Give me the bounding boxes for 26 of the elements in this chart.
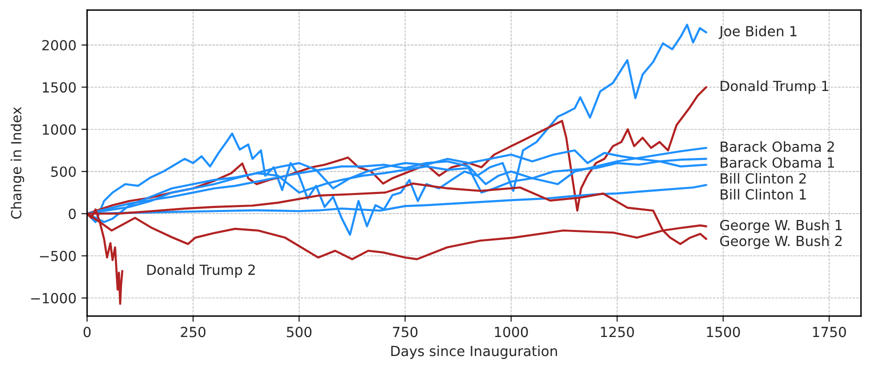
series-label: George W. Bush 2 xyxy=(720,235,842,249)
x-tick-label: 1250 xyxy=(601,326,634,338)
x-axis-title: Days since Inauguration xyxy=(391,346,557,359)
series-label: Joe Biden 1 xyxy=(718,26,796,39)
series-label: Barack Obama 2 xyxy=(720,141,834,152)
series-label: Bill Clinton 2 xyxy=(720,172,806,184)
x-tick-label: 0 xyxy=(84,326,91,338)
y-tick-label: −1000 xyxy=(31,292,76,304)
x-tick-label: 1000 xyxy=(495,326,528,338)
x-tick-label: 250 xyxy=(180,326,206,338)
y-tick-label: 1000 xyxy=(42,124,76,135)
series-label: George W. Bush 1 xyxy=(720,220,842,234)
series-label: Donald Trump 1 xyxy=(720,80,828,94)
y-tick-label: 500 xyxy=(51,166,76,177)
series-label: Bill Clinton 1 xyxy=(720,188,806,200)
y-tick-label: 2000 xyxy=(42,40,76,50)
y-tick-label: 1500 xyxy=(42,82,76,93)
x-tick-label: 750 xyxy=(393,326,418,338)
x-tick-label: 1750 xyxy=(813,326,846,338)
series-label: Barack Obama 1 xyxy=(720,157,834,168)
series-label: Donald Trump 2 xyxy=(147,264,255,278)
y-tick-label: 0 xyxy=(68,208,76,220)
y-axis-title: Change in Index xyxy=(10,107,24,219)
y-tick-label: −500 xyxy=(40,250,76,262)
x-tick-label: 500 xyxy=(286,326,312,338)
x-tick-label: 1500 xyxy=(707,326,740,338)
